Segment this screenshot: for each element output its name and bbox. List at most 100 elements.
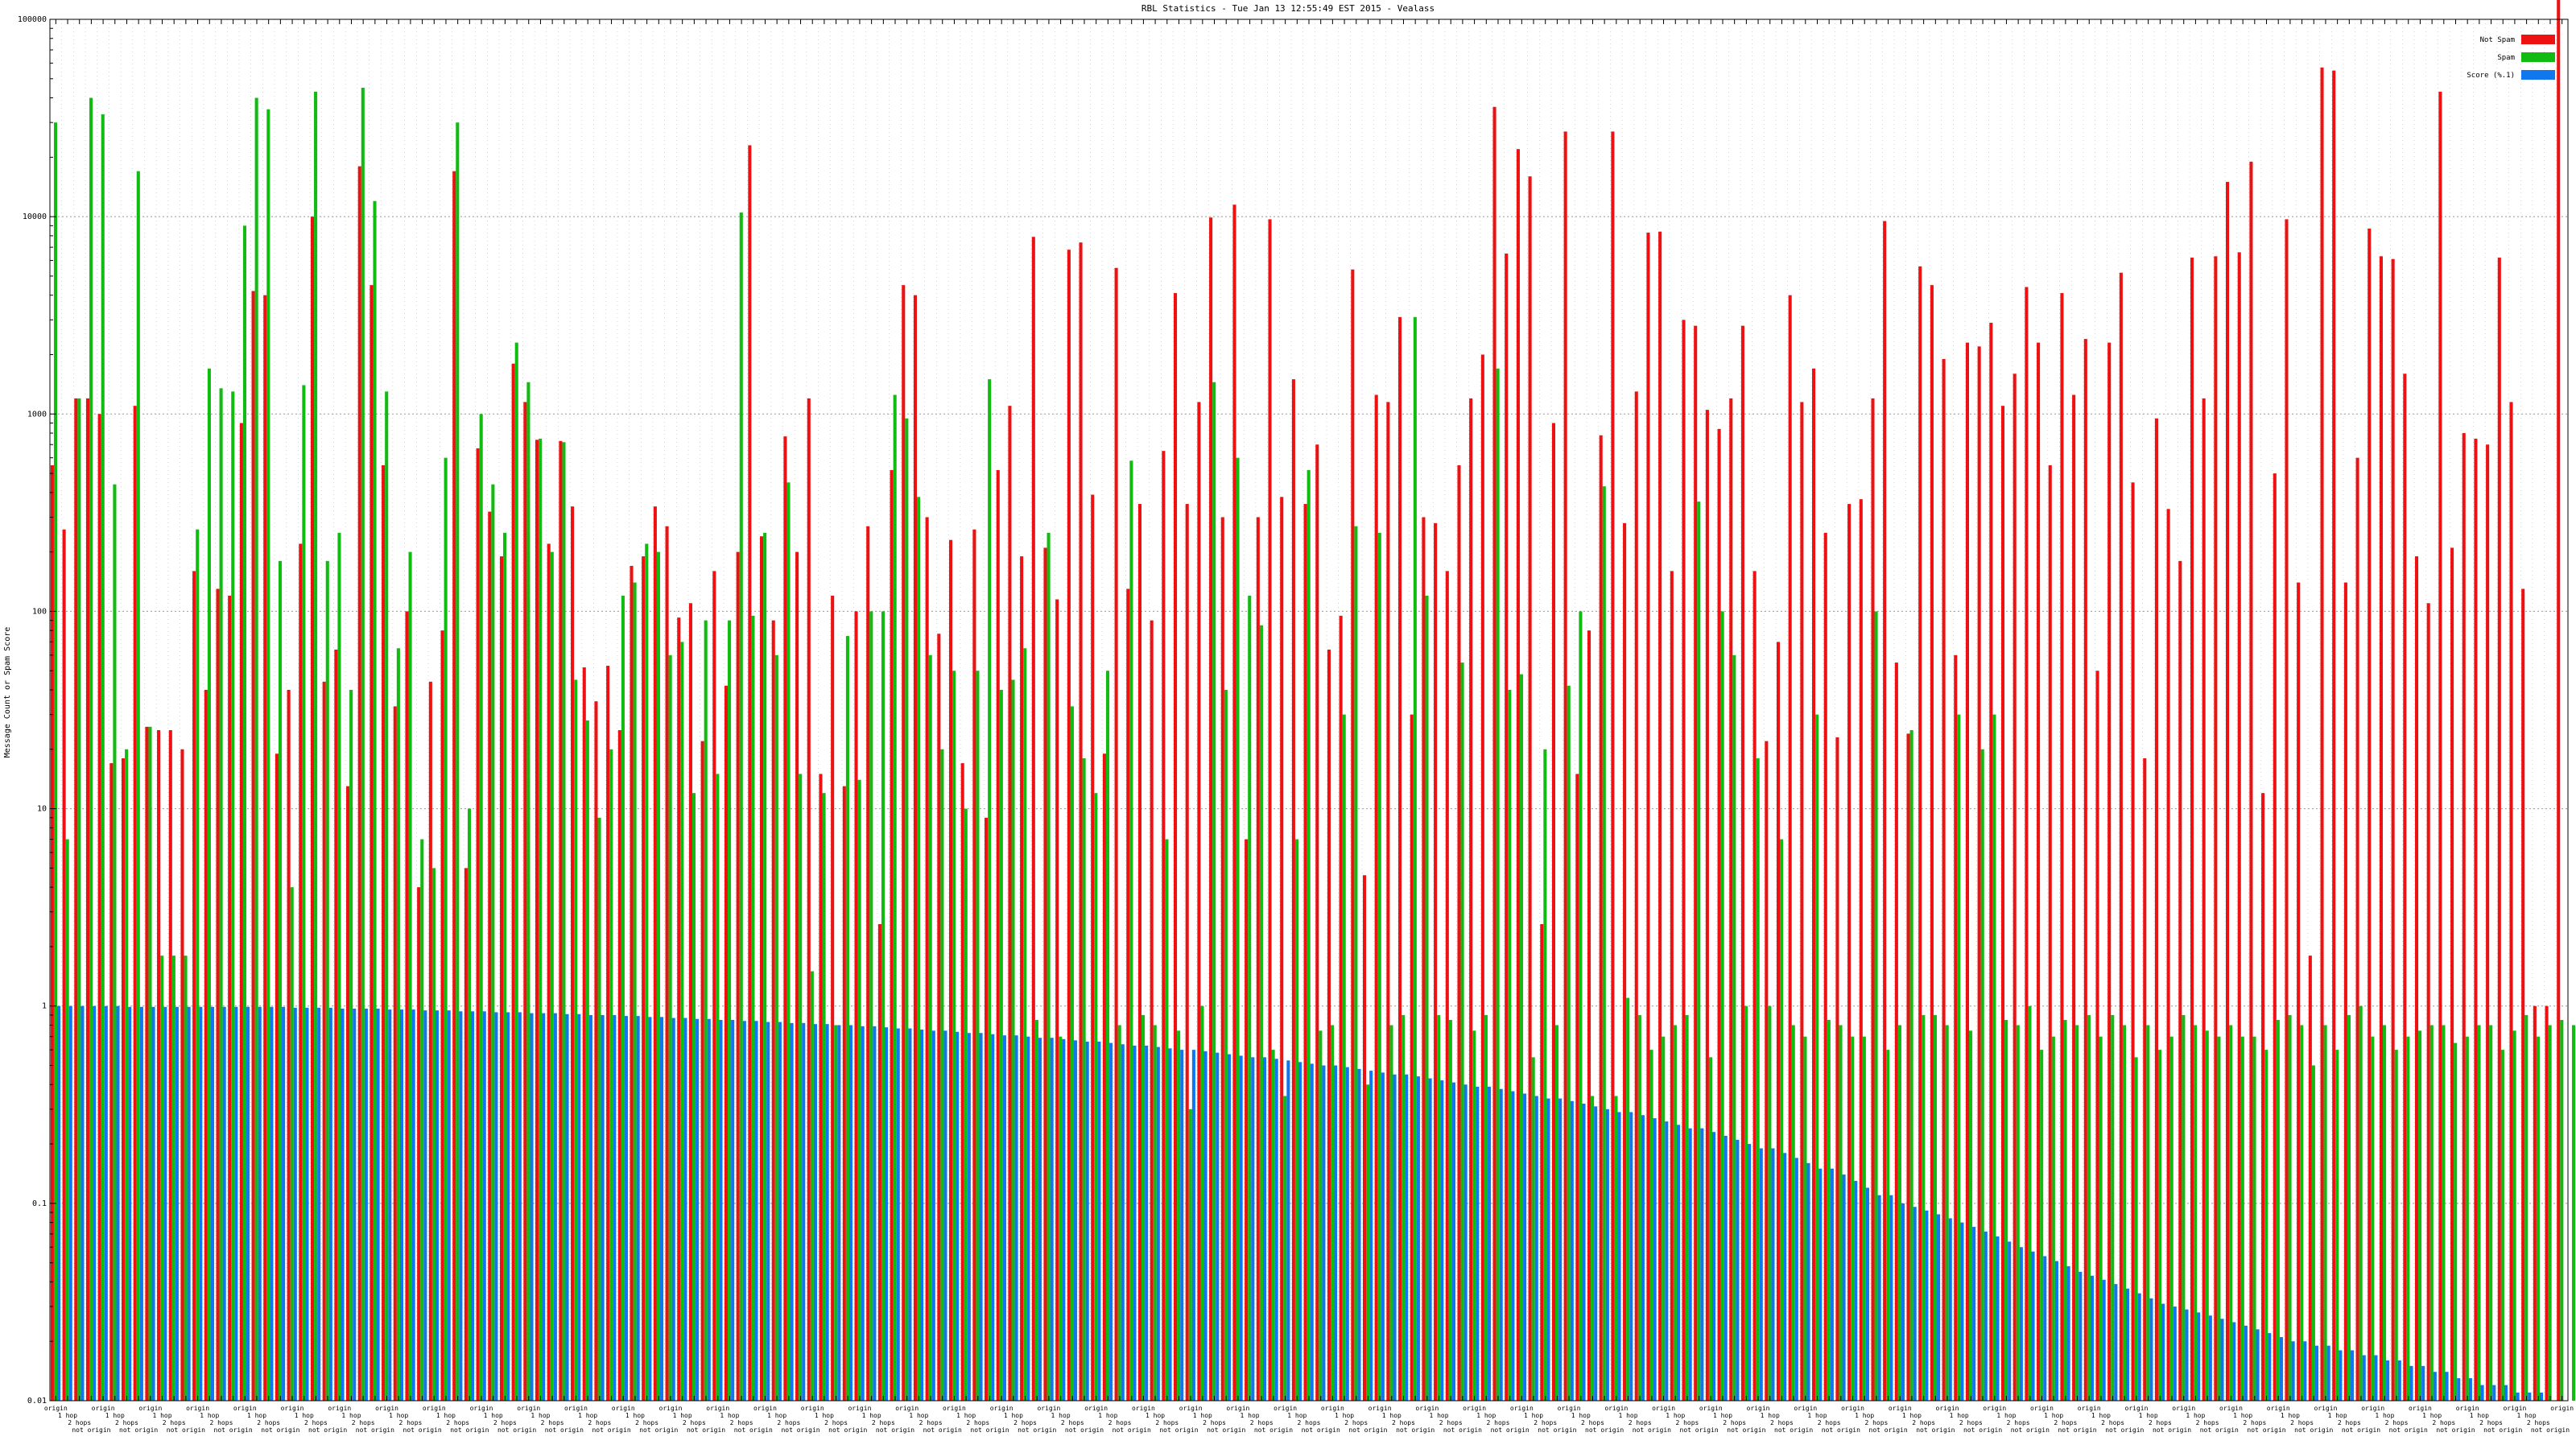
bar-score: [1239, 1055, 1243, 1401]
x-category-label: 2 hops: [1155, 1419, 1179, 1426]
bar-spam: [1046, 532, 1051, 1401]
bar-spam: [1354, 526, 1358, 1401]
bar-score: [305, 1007, 309, 1401]
bar-spam: [1602, 486, 1606, 1401]
x-category-label: origin: [706, 1405, 729, 1412]
x-category-label: not origin: [1113, 1426, 1151, 1434]
bar-spam: [290, 887, 294, 1401]
x-category-label: origin: [1274, 1405, 1297, 1412]
bar-spam: [2004, 1020, 2008, 1401]
bar-score: [754, 1021, 758, 1401]
bar-spam: [1827, 1020, 1831, 1401]
bar-not_spam: [2214, 256, 2218, 1401]
bar-score: [199, 1006, 203, 1401]
bar-not_spam: [1776, 642, 1781, 1401]
bar-spam: [1909, 730, 1913, 1401]
bar-spam: [609, 749, 613, 1401]
bar-score: [447, 1010, 451, 1401]
bar-score: [2433, 1372, 2437, 1401]
bar-not_spam: [925, 517, 929, 1401]
bar-spam: [1685, 1014, 1689, 1401]
x-category-label: 2 hops: [1959, 1419, 1983, 1426]
x-category-label: 1 hop: [956, 1412, 976, 1419]
bar-not_spam: [594, 701, 598, 1401]
bar-not_spam: [2154, 418, 2158, 1402]
bar-spam: [1839, 1025, 1843, 1401]
bar-score: [553, 1013, 557, 1401]
bar-score: [1145, 1045, 1149, 1401]
x-category-label: origin: [1936, 1405, 1959, 1412]
bar-spam: [361, 88, 365, 1402]
bar-spam: [1200, 1005, 1204, 1401]
bar-score: [1925, 1210, 1929, 1401]
bar-score: [1960, 1222, 1964, 1401]
x-category-label: 2 hops: [919, 1419, 943, 1426]
bar-spam: [1626, 997, 1630, 1401]
bar-not_spam: [2131, 482, 2135, 1401]
bar-score: [1050, 1038, 1054, 1401]
bar-not_spam: [1694, 325, 1698, 1402]
bar-score: [1002, 1035, 1006, 1401]
bar-not_spam: [1067, 250, 1071, 1401]
bar-not_spam: [582, 667, 586, 1401]
bar-score: [2351, 1350, 2355, 1401]
x-category-label: 1 hop: [2233, 1412, 2252, 1419]
x-category-label: 1 hop: [2375, 1412, 2394, 1419]
x-category-label: 1 hop: [815, 1412, 834, 1419]
x-category-label: origin: [564, 1405, 588, 1412]
bar-score: [1771, 1148, 1775, 1401]
y-tick-label: 10: [37, 805, 47, 814]
bar-score: [1345, 1067, 1349, 1401]
bar-score: [2480, 1385, 2484, 1401]
bar-spam: [2240, 1036, 2244, 1401]
bar-score: [2197, 1312, 2201, 1401]
bar-spam: [1236, 457, 1240, 1401]
bar-not_spam: [1551, 423, 1556, 1401]
x-category-label: 2 hops: [1203, 1419, 1226, 1426]
x-category-label: 2 hops: [163, 1419, 186, 1426]
bar-not_spam: [393, 706, 397, 1401]
legend-swatch-score: [2521, 70, 2555, 80]
bar-score: [2114, 1284, 2118, 1401]
bar-spam: [125, 749, 129, 1401]
bar-score: [2161, 1303, 2165, 1401]
x-category-label: not origin: [1018, 1426, 1056, 1434]
x-category-label: 1 hop: [105, 1412, 125, 1419]
bar-not_spam: [2332, 70, 2336, 1402]
bar-not_spam: [488, 511, 492, 1401]
bar-not_spam: [382, 464, 386, 1401]
bar-score: [696, 1018, 700, 1401]
x-category-label: 2 hops: [1108, 1419, 1132, 1426]
x-category-label: not origin: [2153, 1426, 2191, 1434]
bar-spam: [337, 532, 341, 1401]
bar-score: [2314, 1345, 2319, 1401]
bar-not_spam: [1291, 379, 1295, 1402]
bar-spam: [1460, 663, 1464, 1401]
bar-not_spam: [1220, 517, 1224, 1401]
chart-legend: Not Spam Spam Score (%.1): [2467, 35, 2555, 80]
bar-score: [861, 1026, 865, 1401]
bar-not_spam: [913, 295, 917, 1401]
x-category-label: origin: [848, 1405, 871, 1412]
bar-spam: [1708, 1057, 1713, 1401]
bar-spam: [928, 654, 932, 1401]
bar-spam: [1034, 1020, 1038, 1401]
bar-score: [1688, 1128, 1692, 1401]
bar-score: [707, 1018, 711, 1401]
bar-not_spam: [121, 758, 126, 1401]
bar-not_spam: [2379, 256, 2383, 1401]
bar-not_spam: [2226, 181, 2230, 1401]
x-category-label: 1 hop: [1146, 1412, 1165, 1419]
bar-not_spam: [1823, 532, 1827, 1401]
bar-not_spam: [2486, 444, 2490, 1402]
bar-spam: [77, 398, 81, 1401]
bar-score: [104, 1005, 108, 1401]
bar-not_spam: [2249, 161, 2253, 1402]
x-category-label: not origin: [2342, 1426, 2380, 1434]
bar-not_spam: [1658, 231, 1662, 1401]
bar-not_spam: [299, 543, 303, 1401]
bar-score: [1463, 1084, 1468, 1401]
bar-score: [187, 1006, 191, 1401]
x-category-label: origin: [895, 1405, 919, 1412]
bar-score: [2445, 1372, 2449, 1401]
